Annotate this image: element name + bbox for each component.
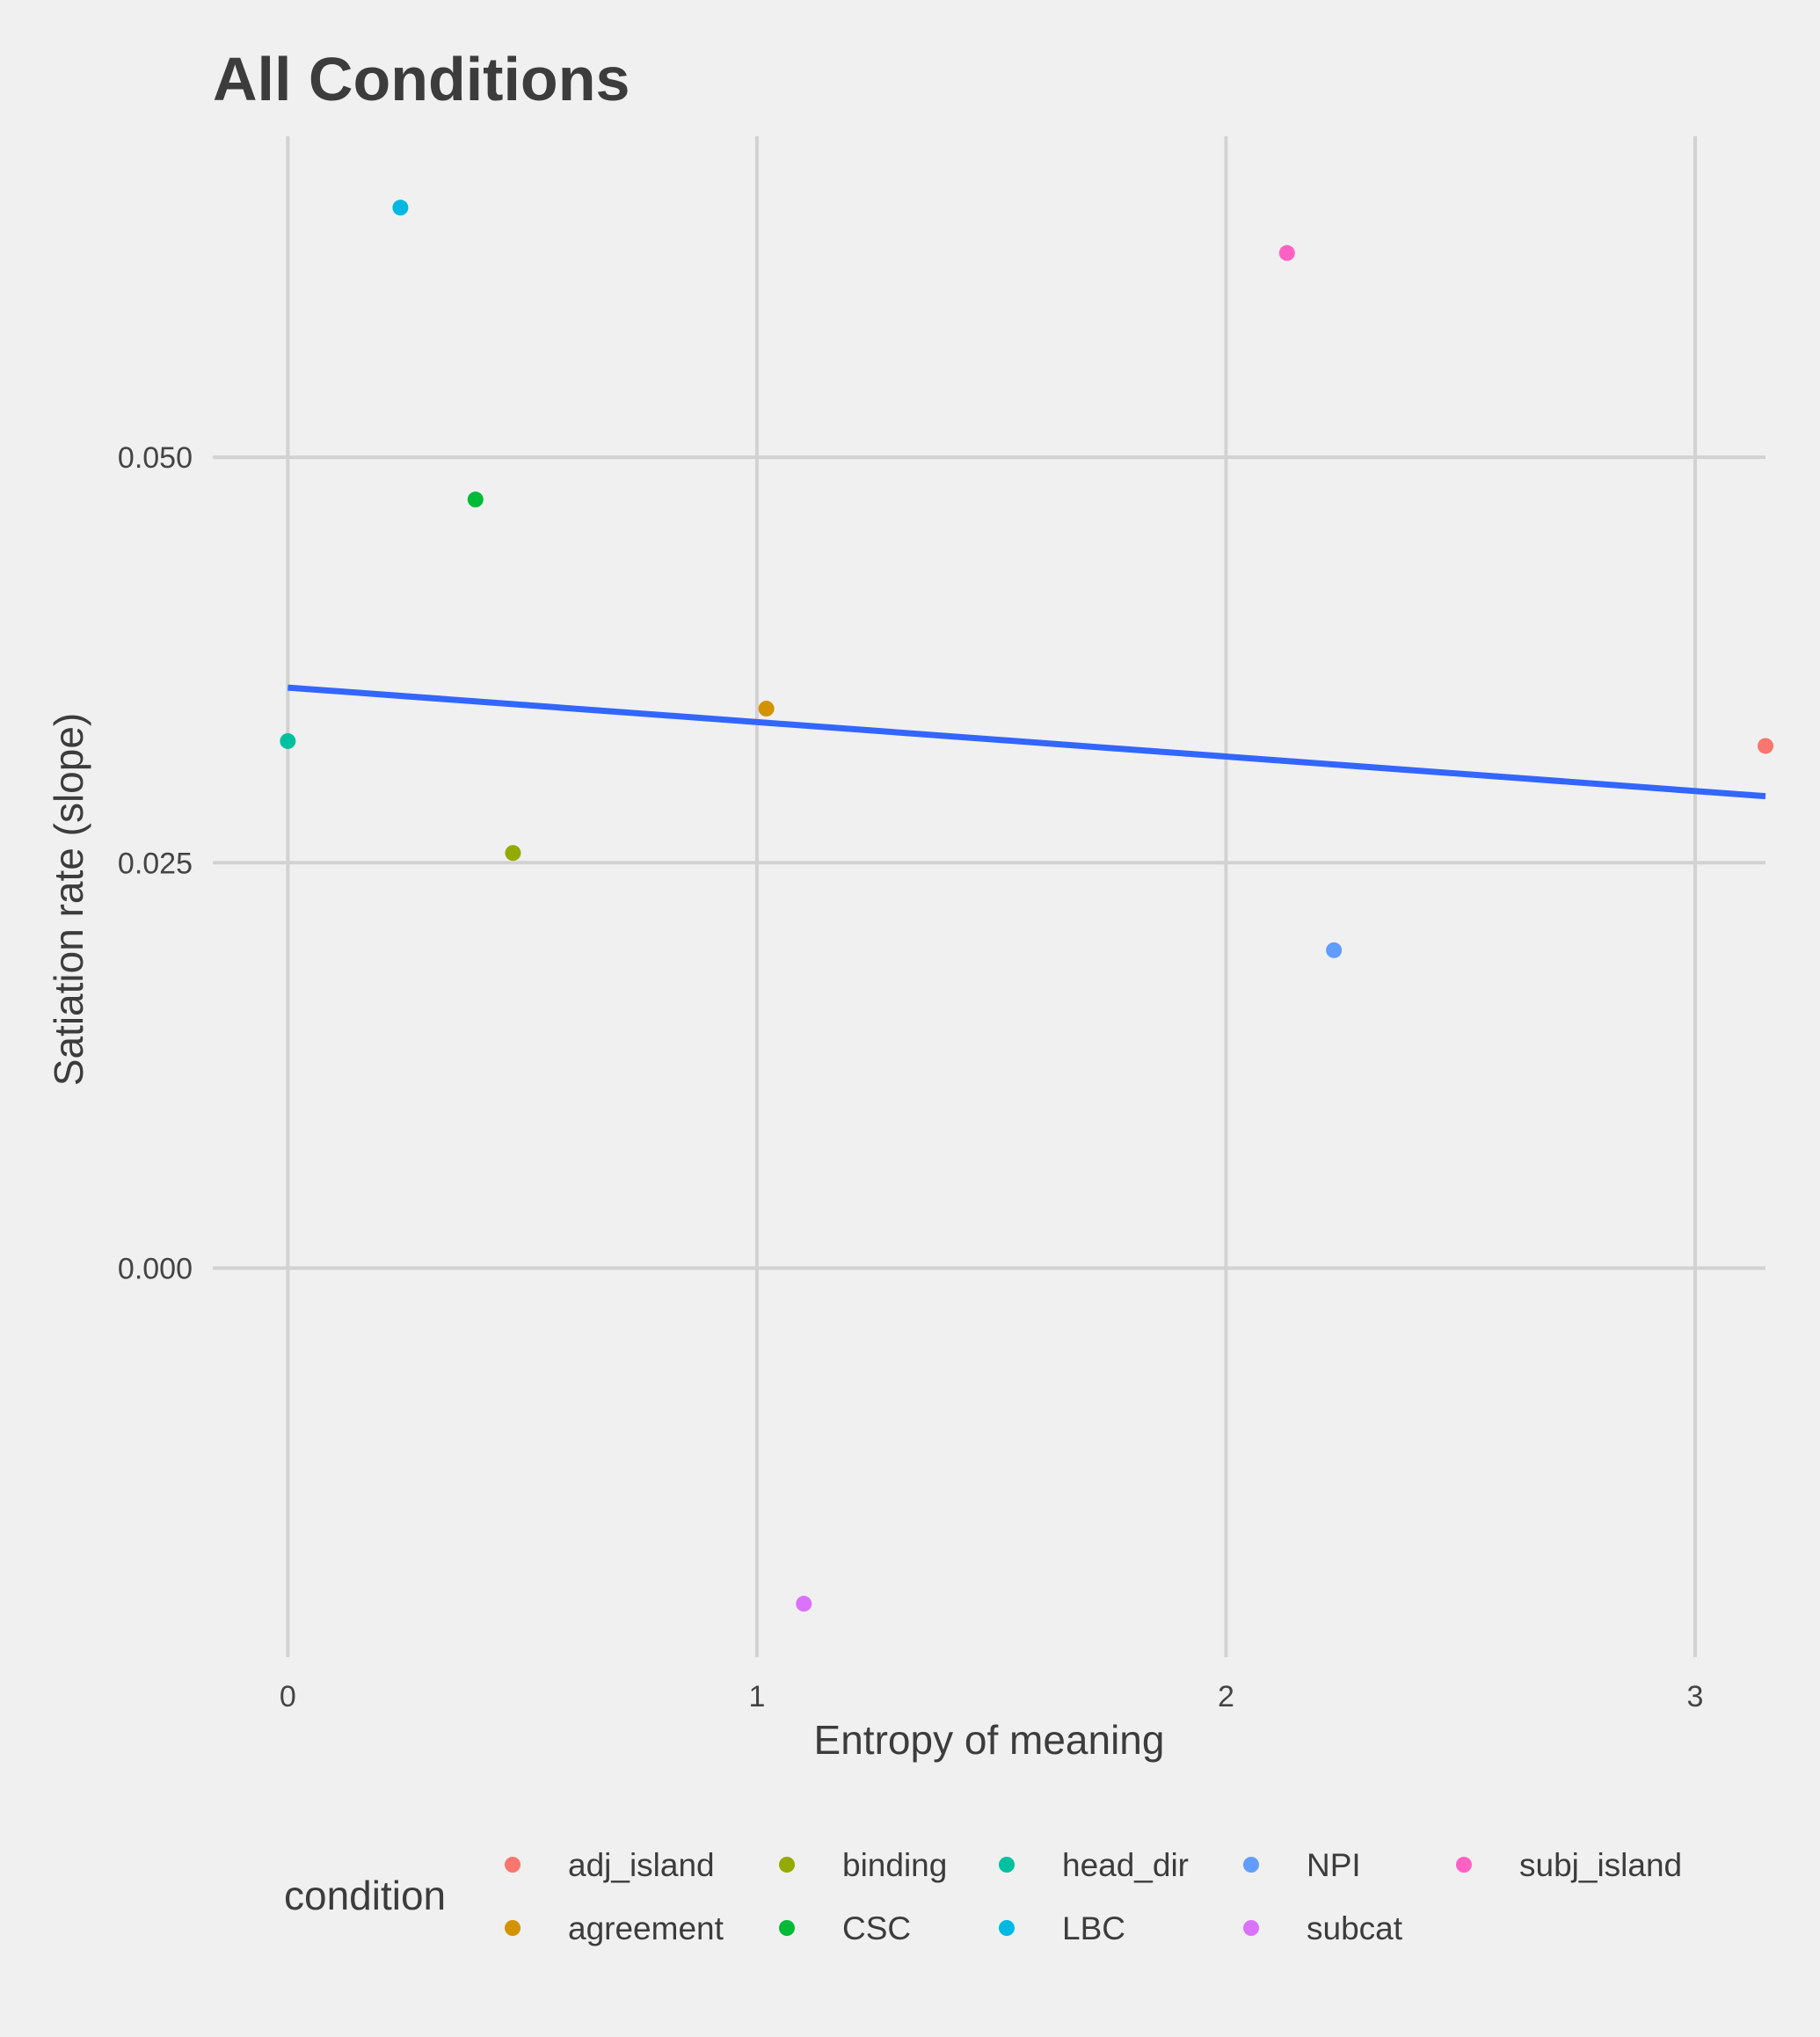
trend-layer	[288, 684, 1766, 800]
tick-layer: 0 1 2 3 0.000 0.025 0.050	[118, 441, 1704, 1713]
chart-title: All Conditions	[213, 45, 630, 113]
data-point-subcat	[796, 1596, 812, 1612]
legend-label-csc: CSC	[842, 1910, 911, 1946]
legend-label-head-dir: head_dir	[1062, 1847, 1189, 1883]
legend-label-subcat: subcat	[1307, 1910, 1403, 1946]
legend-key-csc	[779, 1920, 795, 1936]
points-layer	[280, 200, 1773, 1612]
data-point-csc	[467, 491, 484, 508]
legend-label-subj-island: subj_island	[1519, 1847, 1682, 1883]
legend-label-npi: NPI	[1307, 1847, 1361, 1883]
legend-label-binding: binding	[842, 1847, 947, 1883]
legend-key-head-dir	[999, 1857, 1015, 1873]
x-tick-label: 2	[1218, 1680, 1234, 1713]
x-tick-label: 0	[280, 1680, 296, 1713]
legend: condition adj_island agreement binding CSC h…	[284, 1847, 1682, 1946]
legend-label-agreement: agreement	[568, 1910, 724, 1946]
data-point-lbc	[392, 200, 409, 216]
y-tick-label: 0.025	[118, 847, 193, 880]
legend-key-lbc	[999, 1920, 1015, 1936]
grid-layer	[213, 136, 1765, 1657]
x-tick-label: 3	[1687, 1680, 1704, 1713]
data-point-head-dir	[280, 732, 296, 749]
trend-line	[288, 684, 1766, 800]
x-axis-title: Entropy of meaning	[814, 1717, 1165, 1763]
legend-label-adj-island: adj_island	[568, 1847, 715, 1883]
y-axis-title: Satiation rate (slope)	[46, 713, 91, 1086]
legend-title: condition	[284, 1873, 446, 1918]
legend-label-lbc: LBC	[1062, 1910, 1125, 1946]
legend-key-subcat	[1243, 1920, 1259, 1936]
legend-key-npi	[1243, 1857, 1259, 1873]
legend-key-subj-island	[1456, 1857, 1472, 1873]
data-point-agreement	[758, 701, 775, 717]
legend-key-adj-island	[505, 1857, 521, 1873]
x-tick-label: 1	[748, 1680, 765, 1713]
legend-key-binding	[779, 1857, 795, 1873]
data-point-binding	[505, 845, 521, 862]
data-point-npi	[1326, 942, 1343, 958]
data-point-adj-island	[1758, 738, 1773, 754]
data-point-subj-island	[1278, 244, 1295, 261]
legend-key-agreement	[505, 1920, 521, 1936]
y-tick-label: 0.000	[118, 1252, 193, 1285]
y-tick-label: 0.050	[118, 441, 193, 475]
